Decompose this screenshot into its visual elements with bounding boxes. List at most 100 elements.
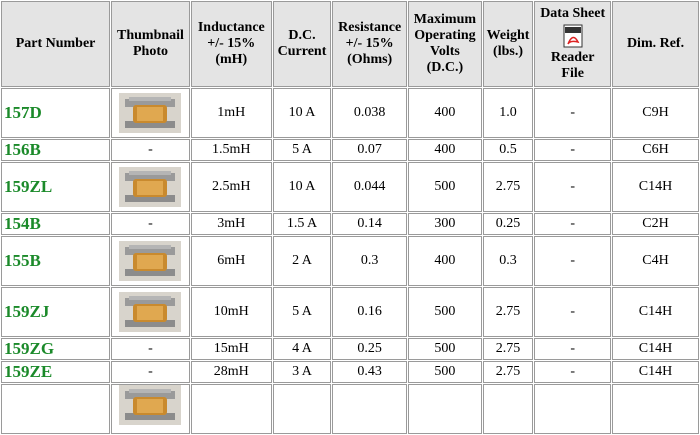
cell: - [534,88,612,138]
cell: C14H [612,338,699,360]
cell: 0.5 [482,139,534,161]
cell: - [111,139,190,161]
cell: 2.75 [482,162,534,212]
header-row: Part Number Thumbnail Photo Inductance +/-… [1,1,699,87]
cell: 1.5mH [190,139,272,161]
table-row: 159ZL 2.5mH 10 A 0.044 500 2.75- C14H [1,162,699,212]
cell: 0.43 [332,361,408,383]
cell: 10 A [272,88,332,138]
cell: - [111,213,190,235]
column-header: Maximum Operating Volts (D.C.) [408,1,482,87]
cell: 1.5 A [272,213,332,235]
cell: 2.75 [482,361,534,383]
cell: C14H [612,287,699,337]
cell: 2.75 [482,287,534,337]
column-header: D.C. Current [272,1,332,87]
photo-cell [111,88,190,138]
cell: - [111,338,190,360]
thumbnail [119,93,182,133]
column-header: Resistance +/- 15% (Ohms) [332,1,408,87]
part-number: 159ZL [1,162,111,212]
cell: 2 A [272,236,332,286]
cell: C6H [612,139,699,161]
photo-cell [111,162,190,212]
cell: 0.25 [332,338,408,360]
cell: C9H [612,88,699,138]
cell: 5 A [272,139,332,161]
cell [272,384,332,434]
table-row: 154B -3mH 1.5 A 0.14 300 0.25- C2H [1,213,699,235]
cell [190,384,272,434]
cell: 300 [408,213,482,235]
cell: 500 [408,361,482,383]
cell: - [534,139,612,161]
column-header: Dim. Ref. [612,1,699,87]
pdf-icon [563,24,583,48]
cell: 400 [408,139,482,161]
cell: - [534,213,612,235]
table-row: 157D 1mH 10 A 0.038 400 1.0- C9H [1,88,699,138]
column-header: Weight (lbs.) [482,1,534,87]
cell: C14H [612,162,699,212]
table-row: 159ZG -15mH 4 A 0.25 500 2.75- C14H [1,338,699,360]
cell: - [534,162,612,212]
cell [332,384,408,434]
cell: 500 [408,162,482,212]
column-header: Data Sheet Reader File [534,1,612,87]
part-number: 159ZE [1,361,111,383]
cell: 0.044 [332,162,408,212]
cell: 28mH [190,361,272,383]
cell [482,384,534,434]
cell: - [111,361,190,383]
cell: C4H [612,236,699,286]
cell: 10mH [190,287,272,337]
table-row: 159ZE -28mH 3 A 0.43 500 2.75- C14H [1,361,699,383]
cell: 6mH [190,236,272,286]
cell: 3 A [272,361,332,383]
cell: 500 [408,338,482,360]
thumbnail [119,292,182,332]
cell: 0.16 [332,287,408,337]
column-header: Part Number [1,1,111,87]
cell: C14H [612,361,699,383]
thumbnail [119,167,182,207]
cell: 4 A [272,338,332,360]
cell: 0.07 [332,139,408,161]
cell: 2.75 [482,338,534,360]
cell: 500 [408,287,482,337]
part-number: 159ZJ [1,287,111,337]
table-row: 156B -1.5mH 5 A 0.07 400 0.5- C6H [1,139,699,161]
photo-cell [111,287,190,337]
cell: 0.14 [332,213,408,235]
cell: 400 [408,236,482,286]
cell: 2.5mH [190,162,272,212]
part-number: 154B [1,213,111,235]
cell: 0.3 [332,236,408,286]
cell [111,384,190,434]
part-number: 157D [1,88,111,138]
cell [408,384,482,434]
cell: 3mH [190,213,272,235]
cell: 400 [408,88,482,138]
cell: C2H [612,213,699,235]
thumbnail [119,241,182,281]
cell [612,384,699,434]
table-row: 159ZJ 10mH 5 A 0.16 500 2.75- C14H [1,287,699,337]
part-number: 159ZG [1,338,111,360]
cell: 15mH [190,338,272,360]
cell: 1.0 [482,88,534,138]
cell: 0.25 [482,213,534,235]
table-row [1,384,699,434]
column-header: Inductance +/- 15% (mH) [190,1,272,87]
cell [1,384,111,434]
column-header: Thumbnail Photo [111,1,190,87]
cell: - [534,338,612,360]
table-row: 155B 6mH 2 A 0.3 400 0.3- C4H [1,236,699,286]
thumbnail [119,385,182,425]
cell: 10 A [272,162,332,212]
cell [534,384,612,434]
cell: 5 A [272,287,332,337]
datasheet-caption: Reader File [550,50,595,81]
